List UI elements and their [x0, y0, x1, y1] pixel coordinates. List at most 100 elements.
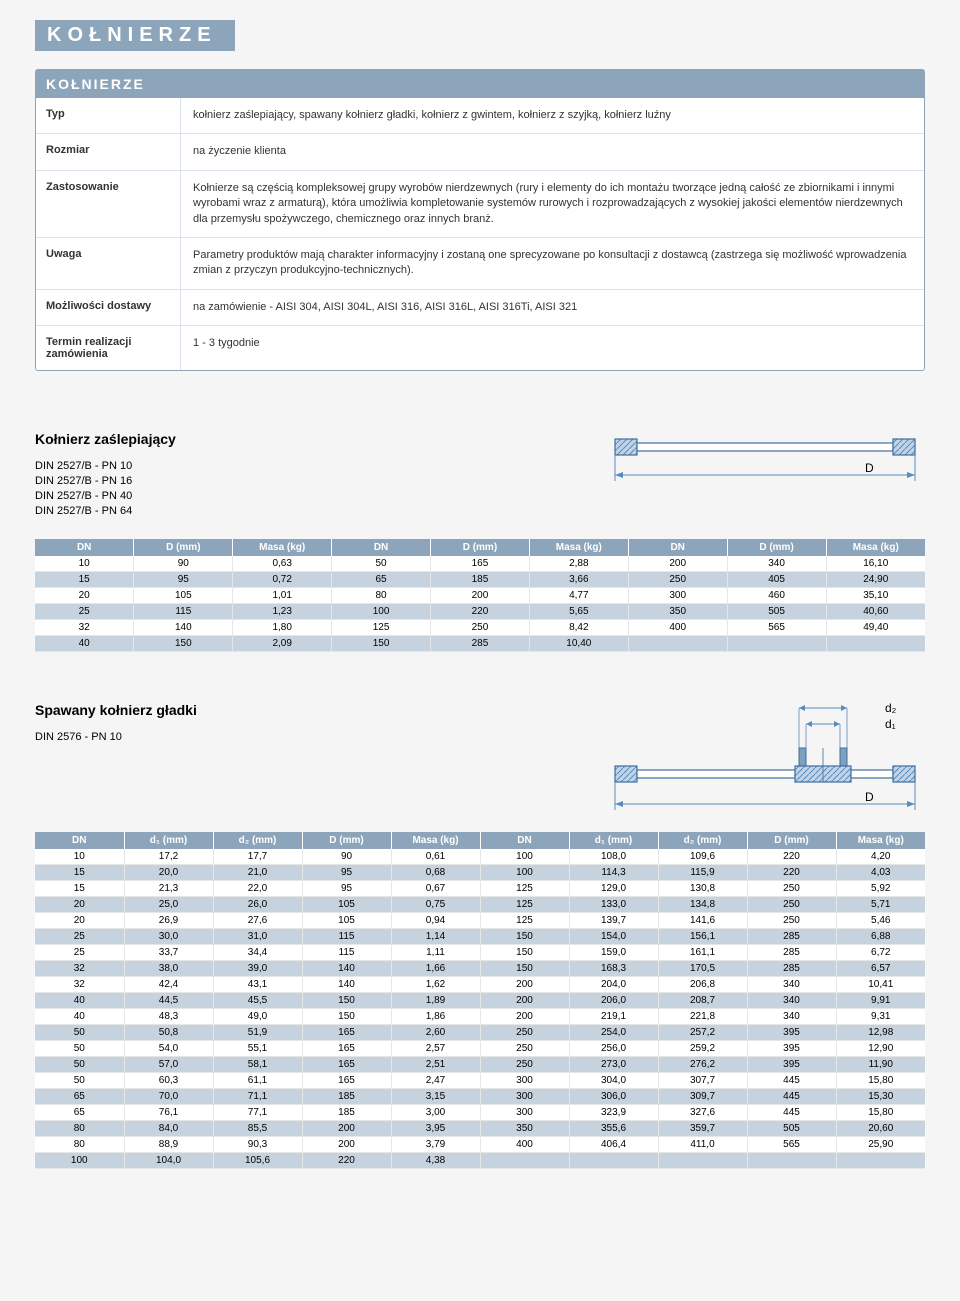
table-cell: 0,67 [391, 880, 480, 896]
table-cell: 20,60 [836, 1120, 925, 1136]
table-cell: 20 [35, 587, 134, 603]
info-panel-title: KOŁNIERZE [46, 76, 145, 92]
table-cell: 3,79 [391, 1136, 480, 1152]
table-cell: 8,42 [529, 619, 628, 635]
table-cell: 285 [747, 944, 836, 960]
table-cell: 1,86 [391, 1008, 480, 1024]
table-cell: 17,2 [124, 849, 213, 865]
info-row-value: kołnierz zaślepiający, spawany kołnierz … [181, 98, 924, 133]
table-cell: 50,8 [124, 1024, 213, 1040]
table-cell: 40 [35, 1008, 124, 1024]
table-cell: 95 [302, 864, 391, 880]
table-row: 2530,031,01151,14150154,0156,12856,88 [35, 928, 925, 944]
table-cell: 95 [302, 880, 391, 896]
table-cell: 2,88 [529, 556, 628, 572]
table-row: 4044,545,51501,89200206,0208,73409,91 [35, 992, 925, 1008]
table-cell: 206,0 [569, 992, 658, 1008]
table-cell: 0,94 [391, 912, 480, 928]
table-cell: 165 [302, 1056, 391, 1072]
table-cell: 2,60 [391, 1024, 480, 1040]
table-cell: 5,46 [836, 912, 925, 928]
table-cell: 26,9 [124, 912, 213, 928]
table-cell: 406,4 [569, 1136, 658, 1152]
table-cell [727, 635, 826, 651]
table-row: 251151,231002205,6535050540,60 [35, 603, 925, 619]
table-cell: 445 [747, 1088, 836, 1104]
table-cell: 9,91 [836, 992, 925, 1008]
table-cell: 400 [628, 619, 727, 635]
table-cell: 104,0 [124, 1152, 213, 1168]
section1-title: Kołnierz zaślepiający [35, 431, 585, 447]
table-cell: 0,63 [233, 556, 332, 572]
table-cell: 50 [35, 1056, 124, 1072]
table-cell: 250 [747, 880, 836, 896]
table-cell: 85,5 [213, 1120, 302, 1136]
table-cell: 42,4 [124, 976, 213, 992]
table-cell: 257,2 [658, 1024, 747, 1040]
table-cell: 0,72 [233, 571, 332, 587]
table-header-cell: Masa (kg) [391, 832, 480, 849]
table-cell: 5,65 [529, 603, 628, 619]
table-cell: 185 [302, 1104, 391, 1120]
table-cell: 285 [431, 635, 530, 651]
table-cell: 2,47 [391, 1072, 480, 1088]
table-cell: 140 [302, 976, 391, 992]
table-cell: 129,0 [569, 880, 658, 896]
table-cell: 355,6 [569, 1120, 658, 1136]
table-cell: 105 [302, 912, 391, 928]
table-cell: 39,0 [213, 960, 302, 976]
table-cell: 50 [332, 556, 431, 572]
table-cell: 395 [747, 1040, 836, 1056]
table-row: 5060,361,11652,47300304,0307,744515,80 [35, 1072, 925, 1088]
table-cell: 25,0 [124, 896, 213, 912]
table-cell: 1,62 [391, 976, 480, 992]
info-row-label: Zastosowanie [36, 171, 181, 237]
table-cell: 285 [747, 960, 836, 976]
table-cell: 3,00 [391, 1104, 480, 1120]
table-cell: 34,4 [213, 944, 302, 960]
table-cell: 206,8 [658, 976, 747, 992]
table-cell: 0,61 [391, 849, 480, 865]
table-cell [747, 1152, 836, 1168]
diagram1-label-D: D [865, 461, 874, 475]
table-cell: 10 [35, 849, 124, 865]
table-cell: 250 [431, 619, 530, 635]
table-cell: 285 [747, 928, 836, 944]
table-cell: 350 [628, 603, 727, 619]
table-cell: 80 [35, 1136, 124, 1152]
top-banner-text: KOŁNIERZE [47, 24, 217, 46]
table-row: 6576,177,11853,00300323,9327,644515,80 [35, 1104, 925, 1120]
table-cell: 90 [302, 849, 391, 865]
din-entry: DIN 2527/B - PN 40 [35, 489, 585, 504]
table-cell: 340 [747, 1008, 836, 1024]
info-row: Termin realizacji zamówienia1 - 3 tygodn… [36, 326, 924, 370]
table-header-cell: d₂ (mm) [658, 832, 747, 849]
section2-diagram: d₂ d₁ [605, 702, 925, 832]
table-row: 5054,055,11652,57250256,0259,239512,90 [35, 1040, 925, 1056]
table-cell: 17,7 [213, 849, 302, 865]
table-cell: 57,0 [124, 1056, 213, 1072]
table-cell [658, 1152, 747, 1168]
table-cell: 1,80 [233, 619, 332, 635]
table-cell: 125 [480, 896, 569, 912]
table-cell: 307,7 [658, 1072, 747, 1088]
section2-din-list: DIN 2576 - PN 10 [35, 730, 585, 745]
table-cell: 115,9 [658, 864, 747, 880]
table-cell: 139,7 [569, 912, 658, 928]
table-row: 15950,72651853,6625040524,90 [35, 571, 925, 587]
table-cell: 25,90 [836, 1136, 925, 1152]
table-cell: 50 [35, 1040, 124, 1056]
table-cell: 95 [134, 571, 233, 587]
table-cell: 4,77 [529, 587, 628, 603]
table-cell: 150 [480, 960, 569, 976]
table-cell: 340 [727, 556, 826, 572]
table-cell: 2,57 [391, 1040, 480, 1056]
table-cell: 115 [134, 603, 233, 619]
table-cell: 323,9 [569, 1104, 658, 1120]
table-cell: 130,8 [658, 880, 747, 896]
table-cell: 100 [332, 603, 431, 619]
table-row: 5050,851,91652,60250254,0257,239512,98 [35, 1024, 925, 1040]
table-cell: 140 [302, 960, 391, 976]
table-cell: 49,40 [826, 619, 925, 635]
table-cell: 12,98 [836, 1024, 925, 1040]
